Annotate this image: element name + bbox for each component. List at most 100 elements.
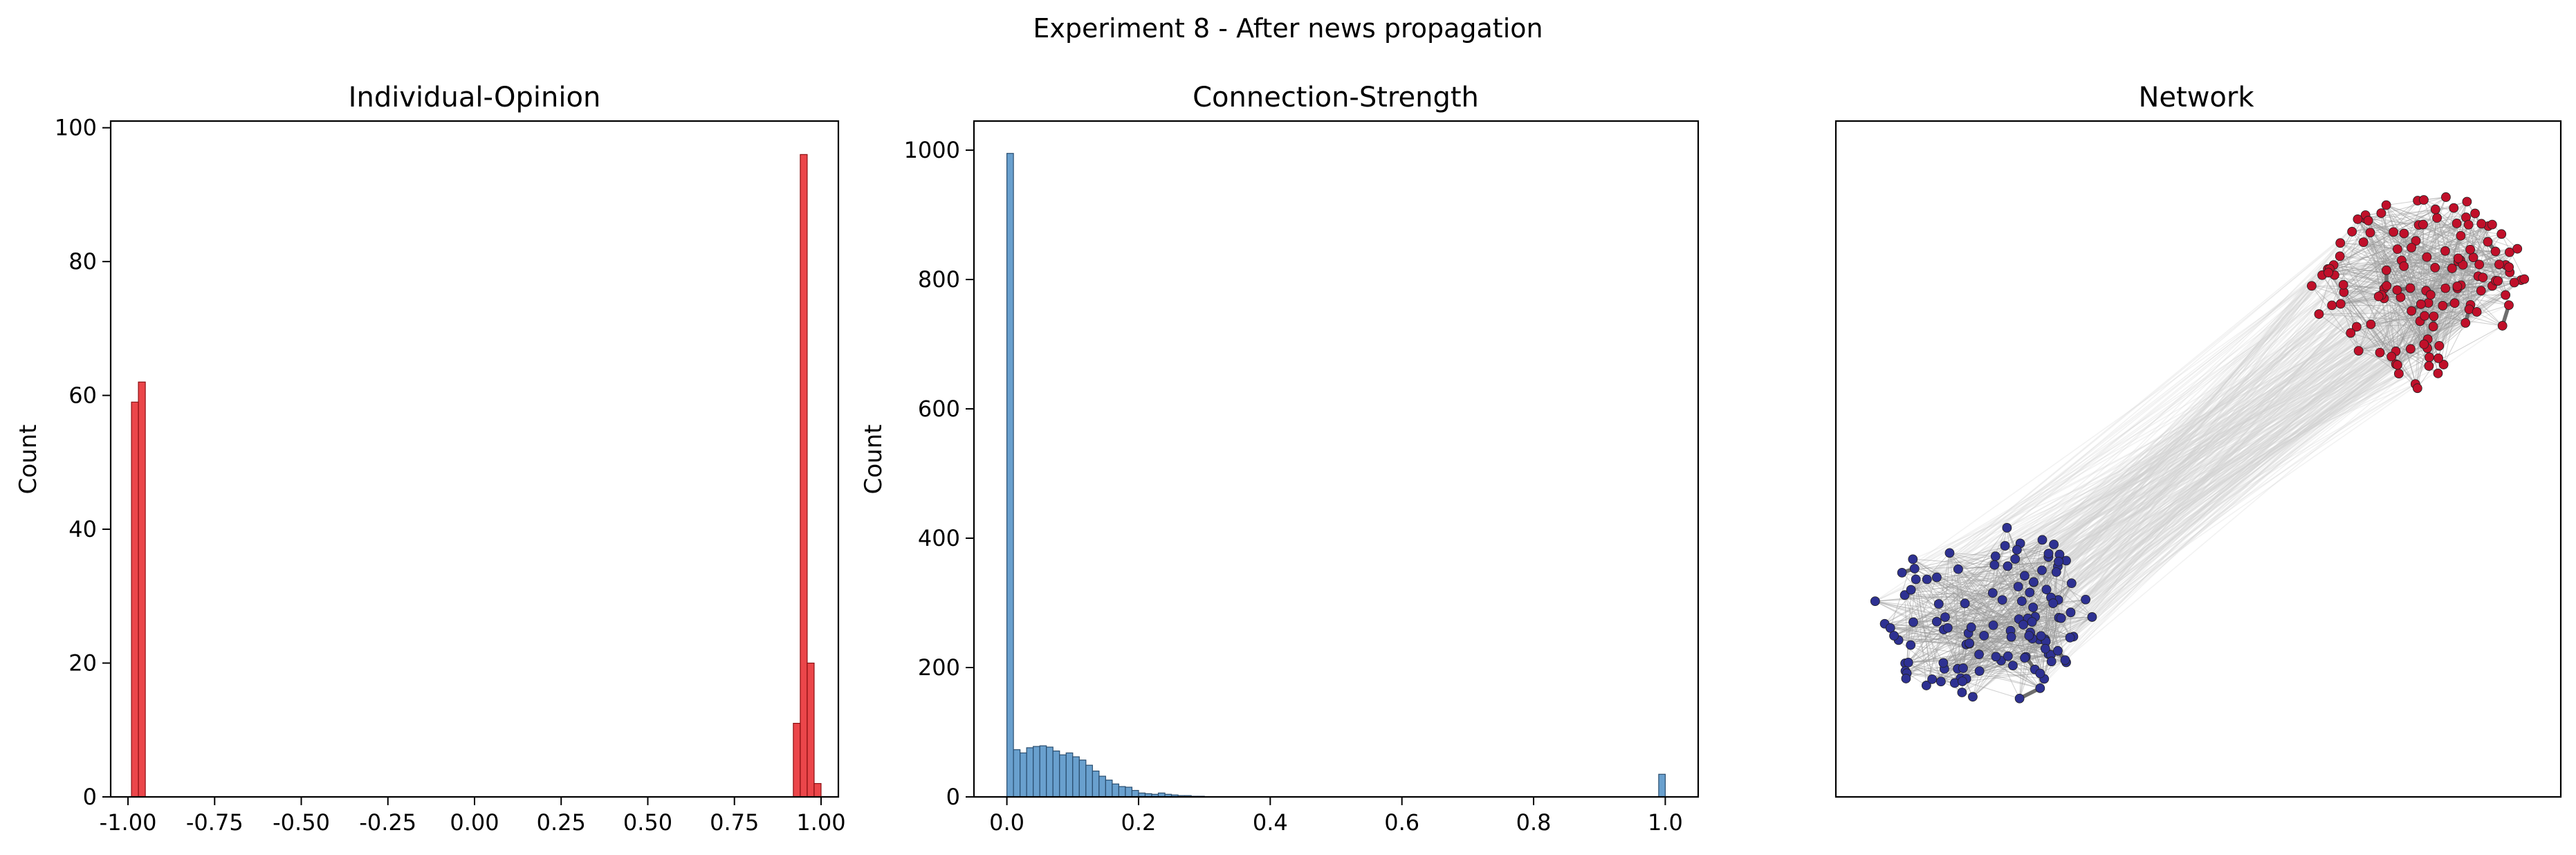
network-node: [1979, 630, 1989, 641]
network-edge-within: [2370, 232, 2411, 288]
network-node: [2460, 318, 2471, 328]
network-edge-between: [1893, 365, 2429, 636]
network-edge-between: [2007, 201, 2467, 657]
network-edge-between: [1908, 343, 2425, 663]
network-edge-within: [2386, 270, 2416, 385]
network-node: [2430, 204, 2440, 214]
network-edge-within: [2386, 267, 2436, 286]
network-edge-between: [2048, 270, 2387, 655]
network-node: [2425, 290, 2436, 300]
network-edge-within: [2398, 356, 2430, 374]
network-node: [2470, 208, 2480, 219]
network-edge-within: [1908, 662, 1933, 680]
network-node: [2314, 309, 2324, 319]
network-edge-within: [2401, 259, 2452, 269]
network-edge-within: [1969, 599, 2003, 644]
network-edge-between: [2032, 288, 2446, 623]
network-edge-within: [1947, 553, 2049, 629]
network-edge-within: [1890, 627, 2058, 652]
network-edge-between: [1893, 358, 2439, 636]
network-edge-within: [1936, 621, 2049, 655]
network-node: [1901, 674, 1911, 683]
network-edge-within: [2457, 282, 2514, 289]
network-edge-between: [2006, 251, 2510, 528]
network-edge-within: [2370, 201, 2467, 325]
strength-bar: [1085, 764, 1093, 798]
network-edge-within: [1984, 635, 2052, 656]
network-edge-within: [2331, 266, 2404, 306]
network-edge-within: [2333, 259, 2402, 266]
network-edge-within: [1943, 629, 1974, 697]
network-node: [2366, 319, 2376, 329]
network-edge-between: [2069, 303, 2342, 638]
network-node: [2449, 203, 2459, 213]
network-edge-between: [2061, 280, 2496, 619]
network-edge-within: [2409, 224, 2424, 288]
network-edge-between: [2046, 315, 2434, 590]
network-edge-within: [2340, 242, 2458, 287]
network-edge-within: [1944, 630, 2011, 670]
network-edge-between: [2052, 290, 2427, 604]
network-edge-between: [2045, 248, 2518, 650]
network-node: [2411, 236, 2421, 246]
network-edge-within: [2380, 224, 2493, 353]
network-node: [2441, 192, 2451, 202]
network-edge-within: [1893, 566, 2059, 636]
network-node: [1988, 620, 1998, 630]
network-edge-within: [2014, 559, 2025, 659]
network-edge-within: [1905, 603, 1966, 672]
network-edge-within: [2460, 260, 2466, 323]
opinion-bar: [813, 783, 822, 798]
network-edge-between: [1884, 218, 2366, 625]
network-edge-within: [2395, 304, 2422, 352]
network-edge-within: [2328, 213, 2476, 273]
network-edge-within: [1893, 561, 2059, 636]
network-edge-within: [2334, 241, 2488, 276]
network-edge-within: [2343, 217, 2438, 286]
strength-bar: [1006, 153, 1014, 798]
opinion-ticks: -1.00 -0.75 -0.50 -0.25 0.00 0.25 0.50 0.75 1.00…: [55, 115, 846, 836]
network-edge-within: [2339, 219, 2358, 257]
network-edge-within: [2427, 234, 2502, 349]
network-edge-between: [1995, 275, 2479, 657]
network-node: [2335, 238, 2346, 248]
network-node: [2025, 587, 2035, 598]
network-edge-within: [1911, 569, 2043, 591]
network-edge-within: [2365, 214, 2488, 243]
network-edge-between: [1972, 266, 2510, 697]
network-edge-between: [2021, 303, 2342, 602]
network-edge-within: [2041, 570, 2059, 651]
network-node: [2472, 306, 2482, 317]
network-edge-between: [1969, 373, 2400, 644]
network-edge-within: [2403, 266, 2434, 317]
network-edge-between: [1954, 255, 2341, 683]
network-edge-within: [2428, 302, 2466, 324]
network-edge-within: [2328, 268, 2478, 277]
network-edge-within: [2311, 285, 2359, 351]
network-edge-within: [2032, 638, 2041, 688]
network-edge-between: [1966, 266, 2510, 645]
network-node: [2381, 265, 2391, 275]
network-edge-within: [2050, 560, 2067, 655]
network-edge-within: [1965, 560, 2067, 604]
network-edge-within: [1911, 582, 2034, 591]
network-edge-within: [2465, 217, 2510, 306]
network-edge-between: [1962, 224, 2424, 682]
network-node: [2399, 261, 2409, 271]
network-edge-within: [2395, 326, 2434, 352]
network-edge-within: [2030, 597, 2052, 633]
network-node: [2335, 299, 2346, 309]
network-edge-between: [2007, 267, 2436, 657]
network-node: [2016, 596, 2027, 606]
network-edge-within: [2368, 209, 2436, 221]
network-edge-within: [2019, 638, 2033, 699]
network-edge-within: [2428, 282, 2514, 304]
network-node: [2046, 656, 2057, 667]
strength-bar: [1098, 775, 1106, 798]
network-edge-between: [2070, 290, 2482, 613]
network-node: [2037, 565, 2047, 576]
network-edge-within: [1936, 618, 2019, 623]
network-node: [2474, 259, 2485, 270]
network-edge-between: [2032, 257, 2474, 639]
network-edge-within: [2344, 285, 2493, 293]
